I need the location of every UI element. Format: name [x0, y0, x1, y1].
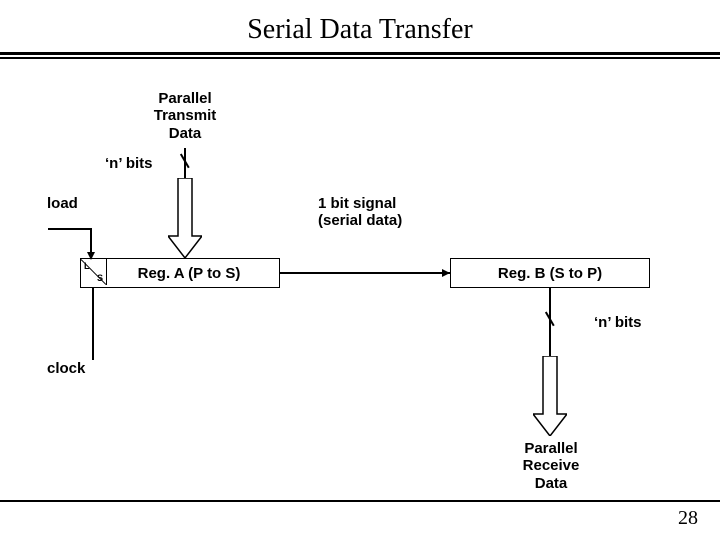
- down-arrow-rx: [533, 356, 567, 436]
- diagram-stage: Parallel Transmit Data ‘n’ bits load 1 b…: [0, 60, 720, 480]
- load-label: load: [47, 195, 78, 212]
- parallel-transmit-label: Parallel Transmit Data: [138, 90, 232, 142]
- ls-diagonal: [81, 259, 106, 285]
- parallel-receive-label: Parallel Receive Data: [506, 440, 596, 492]
- load-arrowhead: [87, 252, 95, 260]
- serial-wire: [280, 272, 450, 274]
- register-a-label: Reg. A (P to S): [138, 265, 241, 282]
- register-a: L S Reg. A (P to S): [80, 258, 280, 288]
- clock-label: clock: [47, 360, 85, 377]
- register-b: Reg. B (S to P): [450, 258, 650, 288]
- down-arrow-tx: [168, 178, 202, 258]
- page-number: 28: [678, 507, 698, 530]
- load-shift-indicator: L S: [81, 259, 107, 285]
- register-b-label: Reg. B (S to P): [498, 265, 602, 282]
- n-bits-bottom-label: ‘n’ bits: [594, 314, 642, 331]
- load-wire-h: [48, 228, 92, 230]
- serial-data-label: 1 bit signal (serial data): [318, 195, 402, 230]
- footer-rule: [0, 500, 720, 502]
- page-title: Serial Data Transfer: [0, 0, 720, 52]
- clock-wire: [92, 288, 94, 360]
- serial-arrowhead: [442, 269, 450, 277]
- n-bits-top-label: ‘n’ bits: [105, 155, 153, 172]
- title-rule: [0, 52, 720, 60]
